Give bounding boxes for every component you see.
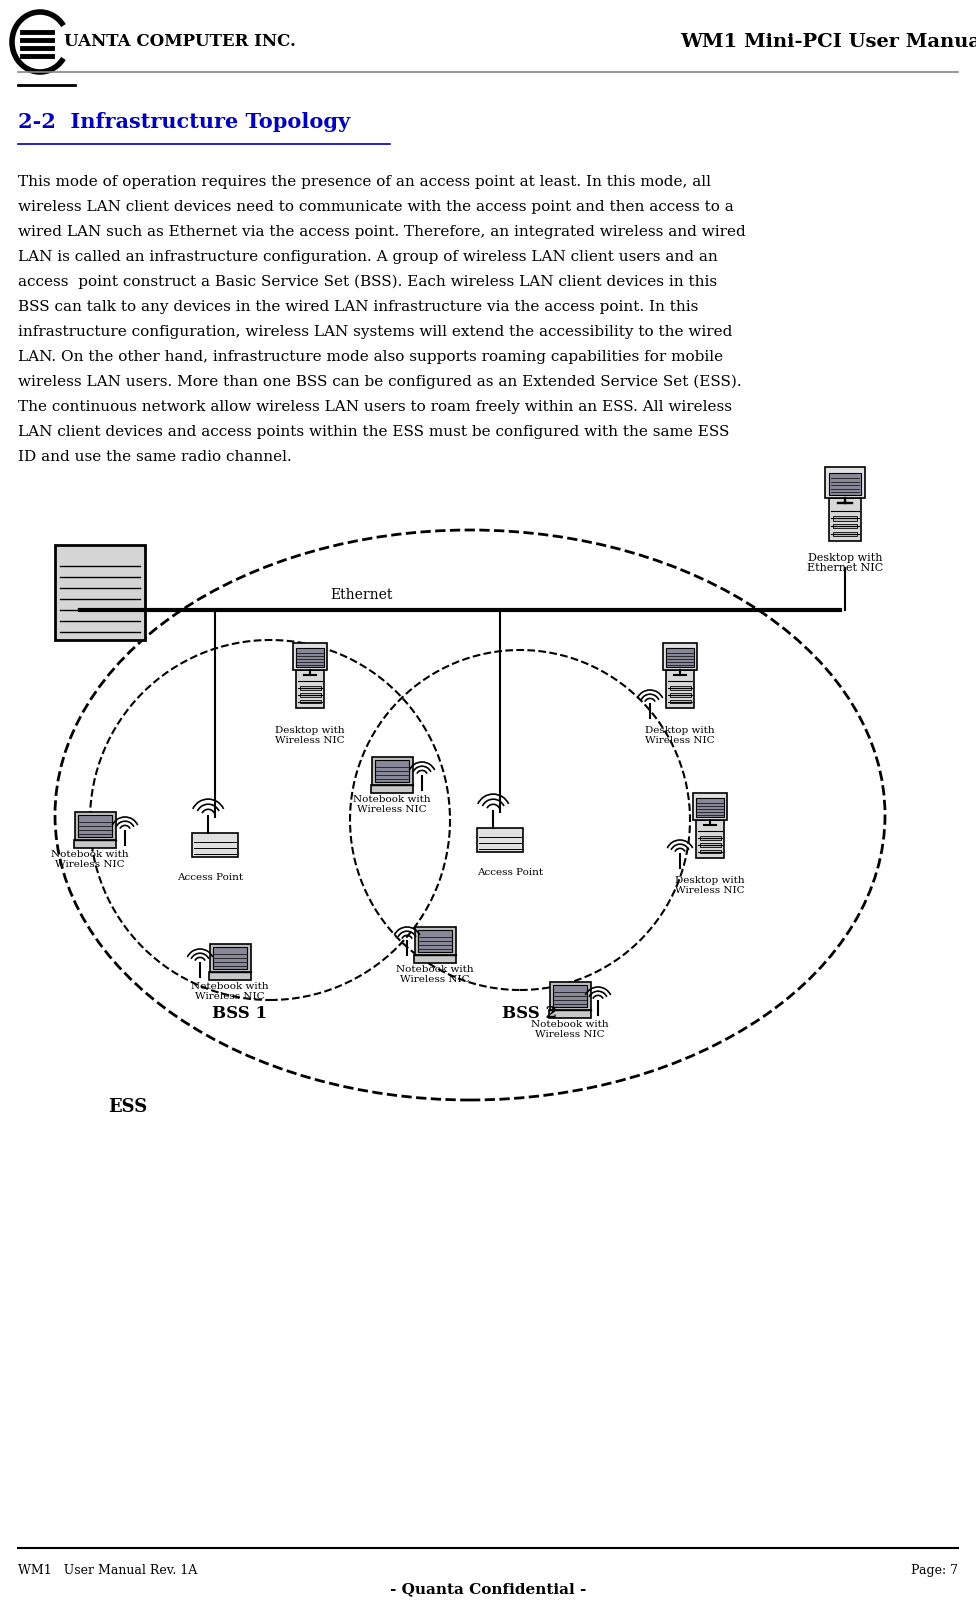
FancyBboxPatch shape bbox=[74, 812, 115, 840]
Text: Wireless NIC: Wireless NIC bbox=[645, 736, 714, 744]
FancyBboxPatch shape bbox=[663, 643, 697, 670]
FancyBboxPatch shape bbox=[418, 930, 452, 951]
FancyBboxPatch shape bbox=[700, 842, 720, 847]
FancyBboxPatch shape bbox=[834, 525, 857, 528]
Text: Ethernet: Ethernet bbox=[330, 589, 392, 602]
FancyBboxPatch shape bbox=[73, 840, 116, 849]
Text: Wireless NIC: Wireless NIC bbox=[400, 975, 469, 983]
Text: Access Point: Access Point bbox=[177, 873, 243, 882]
FancyBboxPatch shape bbox=[300, 699, 320, 704]
FancyBboxPatch shape bbox=[666, 670, 694, 707]
Text: Wireless NIC: Wireless NIC bbox=[275, 736, 345, 744]
Text: Notebook with: Notebook with bbox=[191, 982, 268, 991]
Text: Notebook with: Notebook with bbox=[353, 796, 430, 804]
Text: wired LAN such as Ethernet via the access point. Therefore, an integrated wirele: wired LAN such as Ethernet via the acces… bbox=[18, 225, 746, 239]
FancyBboxPatch shape bbox=[371, 784, 413, 794]
Text: Wireless NIC: Wireless NIC bbox=[56, 860, 125, 869]
Text: BSS 1: BSS 1 bbox=[213, 1006, 267, 1022]
Text: ID and use the same radio channel.: ID and use the same radio channel. bbox=[18, 451, 292, 464]
FancyBboxPatch shape bbox=[213, 948, 247, 969]
Text: Notebook with: Notebook with bbox=[396, 966, 473, 974]
FancyBboxPatch shape bbox=[549, 1011, 591, 1019]
Text: wireless LAN client devices need to communicate with the access point and then a: wireless LAN client devices need to comm… bbox=[18, 200, 734, 213]
Text: wireless LAN users. More than one BSS can be configured as an Extended Service S: wireless LAN users. More than one BSS ca… bbox=[18, 375, 742, 390]
FancyBboxPatch shape bbox=[834, 516, 857, 521]
Text: Wireless NIC: Wireless NIC bbox=[357, 805, 427, 813]
FancyBboxPatch shape bbox=[414, 954, 457, 962]
FancyBboxPatch shape bbox=[826, 467, 865, 497]
FancyBboxPatch shape bbox=[552, 985, 588, 1007]
Text: BSS can talk to any devices in the wired LAN infrastructure via the access point: BSS can talk to any devices in the wired… bbox=[18, 300, 699, 314]
FancyBboxPatch shape bbox=[415, 927, 456, 954]
Text: 2-2  Infrastructure Topology: 2-2 Infrastructure Topology bbox=[18, 112, 350, 132]
FancyBboxPatch shape bbox=[209, 972, 252, 980]
Text: BSS 2: BSS 2 bbox=[503, 1006, 557, 1022]
FancyBboxPatch shape bbox=[693, 792, 727, 820]
FancyBboxPatch shape bbox=[700, 836, 720, 840]
Text: ESS: ESS bbox=[108, 1099, 147, 1116]
FancyBboxPatch shape bbox=[296, 648, 324, 667]
FancyBboxPatch shape bbox=[834, 531, 857, 536]
Text: access  point construct a Basic Service Set (BSS). Each wireless LAN client devi: access point construct a Basic Service S… bbox=[18, 274, 717, 289]
FancyBboxPatch shape bbox=[300, 687, 320, 690]
FancyBboxPatch shape bbox=[670, 699, 690, 704]
Text: Notebook with: Notebook with bbox=[51, 850, 129, 860]
Text: Access Point: Access Point bbox=[477, 868, 543, 877]
FancyBboxPatch shape bbox=[829, 497, 861, 541]
Text: Desktop with: Desktop with bbox=[675, 876, 745, 885]
FancyBboxPatch shape bbox=[829, 473, 861, 494]
FancyBboxPatch shape bbox=[375, 760, 409, 781]
Text: Ethernet NIC: Ethernet NIC bbox=[807, 563, 883, 573]
FancyBboxPatch shape bbox=[700, 850, 720, 853]
Text: Page: 7: Page: 7 bbox=[911, 1564, 958, 1577]
FancyBboxPatch shape bbox=[210, 945, 251, 972]
Text: Desktop with: Desktop with bbox=[808, 553, 882, 563]
FancyBboxPatch shape bbox=[549, 982, 590, 1011]
FancyBboxPatch shape bbox=[670, 687, 690, 690]
Text: LAN. On the other hand, infrastructure mode also supports roaming capabilities f: LAN. On the other hand, infrastructure m… bbox=[18, 350, 723, 364]
FancyBboxPatch shape bbox=[372, 757, 413, 784]
Text: WM1   User Manual Rev. 1A: WM1 User Manual Rev. 1A bbox=[18, 1564, 197, 1577]
FancyBboxPatch shape bbox=[666, 648, 694, 667]
Text: UANTA COMPUTER INC.: UANTA COMPUTER INC. bbox=[64, 34, 296, 50]
Text: The continuous network allow wireless LAN users to roam freely within an ESS. Al: The continuous network allow wireless LA… bbox=[18, 399, 732, 414]
FancyBboxPatch shape bbox=[55, 545, 145, 640]
Text: Desktop with: Desktop with bbox=[275, 727, 345, 735]
Text: infrastructure configuration, wireless LAN systems will extend the accessibility: infrastructure configuration, wireless L… bbox=[18, 326, 732, 338]
Text: Wireless NIC: Wireless NIC bbox=[535, 1030, 605, 1039]
Text: Notebook with: Notebook with bbox=[531, 1020, 609, 1030]
Text: LAN client devices and access points within the ESS must be configured with the : LAN client devices and access points wit… bbox=[18, 425, 729, 439]
FancyBboxPatch shape bbox=[293, 643, 327, 670]
Text: LAN is called an infrastructure configuration. A group of wireless LAN client us: LAN is called an infrastructure configur… bbox=[18, 250, 717, 265]
FancyBboxPatch shape bbox=[696, 797, 724, 816]
FancyBboxPatch shape bbox=[670, 693, 690, 696]
FancyBboxPatch shape bbox=[296, 670, 324, 707]
Text: - Quanta Confidential -: - Quanta Confidential - bbox=[389, 1582, 587, 1596]
FancyBboxPatch shape bbox=[696, 820, 724, 858]
Text: Desktop with: Desktop with bbox=[645, 727, 714, 735]
Text: WM1 Mini-PCI User Manual: WM1 Mini-PCI User Manual bbox=[680, 34, 976, 51]
FancyBboxPatch shape bbox=[300, 693, 320, 696]
Text: This mode of operation requires the presence of an access point at least. In thi: This mode of operation requires the pres… bbox=[18, 175, 711, 189]
FancyBboxPatch shape bbox=[476, 828, 523, 852]
FancyBboxPatch shape bbox=[191, 832, 238, 857]
Text: Wireless NIC: Wireless NIC bbox=[675, 885, 745, 895]
FancyBboxPatch shape bbox=[78, 815, 112, 837]
Text: Wireless NIC: Wireless NIC bbox=[195, 991, 264, 1001]
